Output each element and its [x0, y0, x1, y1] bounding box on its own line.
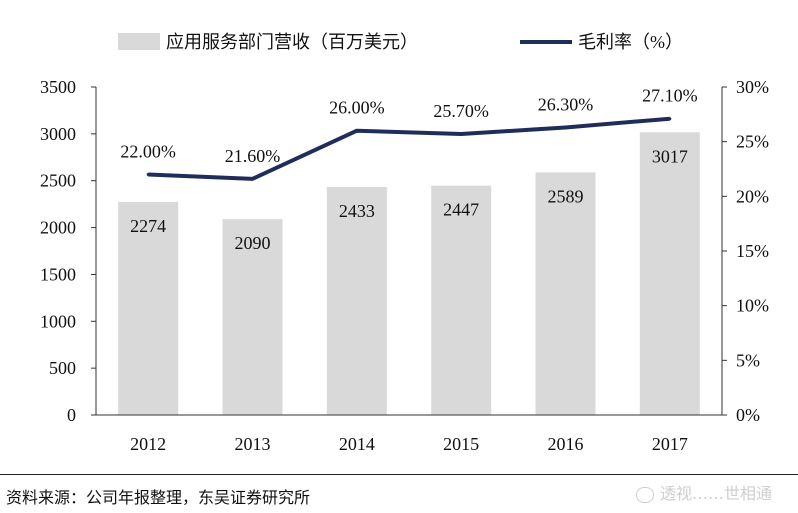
bar-value-label: 2433	[339, 201, 375, 221]
line-point	[564, 125, 567, 129]
line-point	[251, 177, 254, 181]
left-tick-label: 3000	[40, 124, 76, 144]
left-axis: 0 500 1000 1500 2000 2500 3000 3500	[40, 77, 97, 425]
bar	[535, 172, 596, 415]
bar-value-label: 3017	[652, 146, 688, 166]
bar	[326, 186, 387, 415]
right-tick-label: 15%	[736, 241, 769, 261]
left-tick-label: 3500	[40, 77, 76, 97]
left-tick-label: 2500	[40, 171, 76, 191]
x-tick-label: 2016	[548, 434, 584, 454]
line-value-label: 26.00%	[329, 98, 385, 118]
source-divider	[0, 474, 798, 475]
line-value-label: 27.10%	[642, 86, 698, 106]
line-value-label: 25.70%	[433, 101, 489, 121]
line-point	[355, 129, 359, 133]
x-axis: 2012 2013 2014 2015 2016 2017	[96, 414, 722, 454]
watermark-text: 透视……世相通	[659, 484, 772, 503]
right-tick-label: 25%	[736, 132, 769, 152]
x-tick-label: 2012	[130, 434, 166, 454]
left-tick-label: 2000	[40, 218, 76, 238]
right-tick-label: 0%	[736, 405, 760, 425]
bar-value-label: 2589	[548, 186, 584, 206]
x-tick-label: 2013	[235, 434, 271, 454]
legend-line-label: 毛利率（%）	[578, 32, 683, 52]
legend-bar-swatch	[118, 33, 160, 50]
x-tick-label: 2015	[443, 434, 479, 454]
right-tick-label: 30%	[736, 77, 769, 97]
left-tick-label: 500	[49, 358, 76, 378]
right-tick-label: 5%	[736, 350, 760, 370]
line-value-label: 22.00%	[120, 141, 176, 161]
bar	[222, 219, 283, 415]
bar-value-label: 2090	[235, 233, 271, 253]
left-tick-label: 1000	[40, 311, 76, 331]
left-tick-label: 1500	[40, 264, 76, 284]
bar-value-label: 2447	[443, 200, 479, 220]
line-point	[459, 132, 463, 136]
bar	[431, 185, 492, 415]
bar-labels: 2274 2090 2433 2447 2589 3017	[130, 146, 688, 253]
line-series	[146, 116, 672, 181]
x-tick-label: 2017	[652, 434, 688, 454]
right-tick-label: 20%	[736, 186, 769, 206]
x-tick-label: 2014	[339, 434, 375, 454]
line-point	[146, 172, 150, 176]
bar-value-label: 2274	[130, 216, 166, 236]
bar	[639, 132, 700, 415]
line-value-label: 21.60%	[225, 146, 281, 166]
margin-line	[148, 116, 671, 181]
line-value-label: 26.30%	[538, 94, 594, 114]
source-note: 资料来源：公司年报整理，东吴证券研究所	[6, 488, 311, 507]
right-tick-label: 10%	[736, 296, 769, 316]
left-tick-label: 0	[67, 405, 76, 425]
legend: 应用服务部门营收（百万美元） 毛利率（%）	[118, 32, 683, 52]
watermark: 透视……世相通	[635, 480, 772, 504]
bar	[118, 201, 179, 415]
line-point	[668, 117, 672, 121]
bar-series	[118, 132, 700, 415]
chart: 应用服务部门营收（百万美元） 毛利率（%） 0 500 1000 1500 2000 25…	[40, 32, 769, 454]
line-labels: 22.00% 21.60% 26.00% 25.70% 26.30% 27.10%	[120, 86, 697, 166]
right-axis: 0% 5% 10% 15% 20% 25% 30%	[721, 77, 769, 425]
legend-bar-label: 应用服务部门营收（百万美元）	[166, 32, 418, 52]
wechat-icon	[635, 486, 654, 503]
